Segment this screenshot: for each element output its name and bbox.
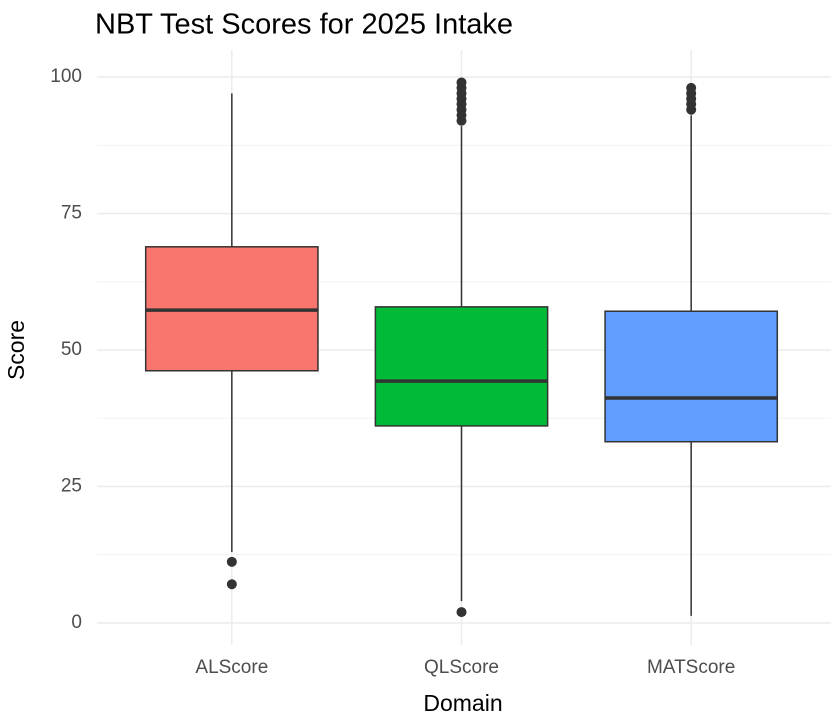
x-tick-label: ALScore [195, 657, 268, 678]
y-tick-label: 50 [61, 339, 82, 360]
outlier [226, 579, 237, 590]
box [374, 306, 549, 427]
box [604, 310, 779, 443]
y-tick-label: 0 [71, 612, 82, 633]
y-tick-label: 25 [61, 476, 82, 497]
x-tick-label: MATScore [647, 657, 735, 678]
y-tick-label: 75 [61, 203, 82, 224]
x-axis-label: Domain [423, 690, 502, 716]
x-tick-label: QLScore [424, 657, 499, 678]
outlier [456, 77, 467, 88]
outlier [226, 556, 237, 567]
y-axis-label: Score [3, 320, 29, 380]
outlier [686, 82, 697, 93]
chart-title: NBT Test Scores for 2025 Intake [95, 9, 513, 41]
y-tick-label: 100 [50, 66, 82, 87]
outlier [456, 607, 467, 618]
